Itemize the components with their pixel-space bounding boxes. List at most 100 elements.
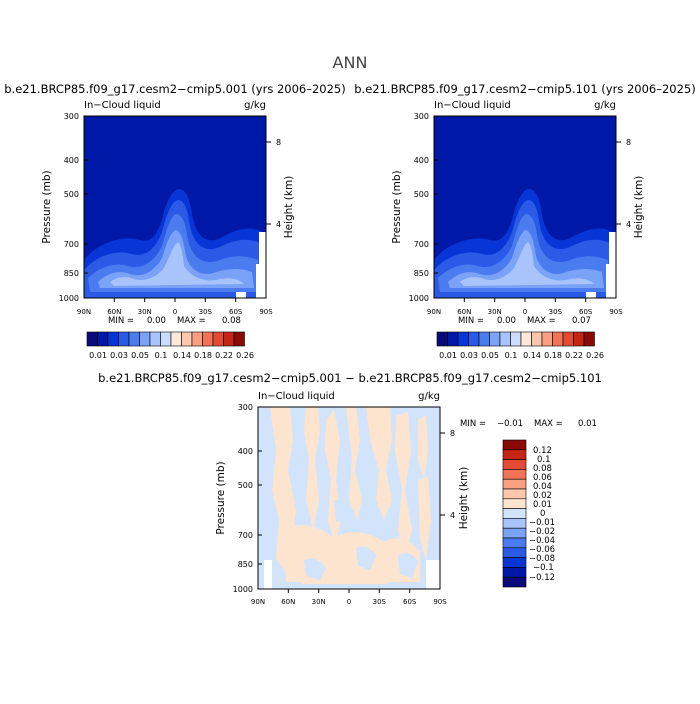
- panel-2-xtick: 60S: [579, 308, 593, 316]
- panel-1-colorbar-swatch: [107, 331, 119, 347]
- panel-2-ytick: 400: [414, 156, 429, 165]
- diff-panel-xtick: 90N: [251, 598, 265, 606]
- panel-1-colorbar-label: 0.01: [89, 351, 107, 360]
- diff-panel-ytick: 400: [238, 447, 253, 456]
- panel-2-title: b.e21.BRCP85.f09_g17.cesm2−cmip5.101 (yr…: [354, 82, 695, 96]
- panel-1-colorbar-swatch: [212, 331, 224, 347]
- panel-2-min-label: MIN =: [458, 316, 484, 326]
- panel-1: b.e21.BRCP85.f09_g17.cesm2−cmip5.001 (yr…: [4, 82, 345, 360]
- panel-2-colorbar-swatch: [562, 331, 574, 347]
- panel-2-units-label: g/kg: [594, 100, 616, 111]
- panel-2-y2label: Height (km): [633, 176, 645, 239]
- panel-2-colorbar-swatch: [573, 331, 585, 347]
- diff-panel-colorbar-label: −0.08: [529, 554, 555, 564]
- panel-1-colorbar-swatch: [170, 331, 182, 347]
- diff-panel-colorbar-swatch: [502, 449, 527, 460]
- diff-panel-colorbar-label: 0.01: [533, 500, 552, 510]
- diff-panel-colorbar-swatch: [502, 508, 527, 519]
- diff-panel-xtick: 60S: [403, 598, 417, 606]
- panel-2-colorbar-label: 0.01: [439, 351, 457, 360]
- diff-panel-ylabel: Pressure (mb): [215, 461, 227, 534]
- panel-1-ytick: 500: [64, 190, 79, 199]
- panel-1-y2tick: 8: [276, 138, 281, 147]
- diff-panel-colorbar-swatch: [502, 576, 527, 588]
- panel-2-max-label: MAX =: [527, 316, 556, 326]
- panel-2-colorbar-label: 0.22: [565, 351, 583, 360]
- panel-2-colorbar-label: 0.14: [523, 351, 541, 360]
- panel-2-colorbar: [436, 331, 595, 347]
- panel-1-colorbar-swatch: [191, 331, 203, 347]
- diff-panel-colorbar-label: 0.12: [533, 446, 552, 456]
- panel-1-colorbar-label: 0.14: [173, 351, 191, 360]
- panel-1-ytick: 300: [64, 112, 79, 121]
- panel-1-ytick: 700: [64, 240, 79, 249]
- panel-1-colorbar-label: 0.26: [236, 351, 254, 360]
- panel-1-colorbar-swatch: [86, 331, 98, 347]
- diff-panel-colorbar-swatch: [502, 439, 527, 451]
- panel-1-max-value: 0.08: [222, 316, 241, 326]
- diff-panel-xtick: 90S: [433, 598, 447, 606]
- panel-1-colorbar-swatch: [128, 331, 140, 347]
- panel-1-xtick: 60N: [107, 308, 121, 316]
- panel-2-colorbar-swatch: [531, 331, 543, 347]
- diff-panel-min-value: −0.01: [497, 419, 523, 429]
- panel-2-ytick: 700: [414, 240, 429, 249]
- diff-panel-colorbar-label: −0.01: [529, 518, 555, 528]
- panel-2-xtick: 90S: [609, 308, 623, 316]
- panel-2-colorbar-label: 0.18: [544, 351, 562, 360]
- diff-panel-ytick: 500: [238, 481, 253, 490]
- panel-1-xtick: 90N: [77, 308, 91, 316]
- diff-panel-colorbar-label: 0.04: [533, 482, 552, 492]
- panel-2-min-value: 0.00: [497, 316, 516, 326]
- panel-1-colorbar: [86, 331, 245, 347]
- panel-2-variable-label: In−Cloud liquid: [434, 100, 511, 111]
- diff-panel-colorbar-swatch: [502, 567, 527, 578]
- panel-1-colorbar-label: 0.1: [155, 351, 168, 360]
- panel-2-colorbar-label: 0.1: [505, 351, 518, 360]
- panel-1-y2tick: 4: [276, 220, 281, 229]
- diff-panel-ytick: 700: [238, 531, 253, 540]
- diff-panel-colorbar-label: 0.08: [533, 464, 552, 474]
- panel-2-ytick: 850: [414, 269, 429, 278]
- panel-1-max-label: MAX =: [177, 316, 206, 326]
- panel-2-y2tick: 4: [626, 220, 631, 229]
- diff-panel-ytick: 300: [238, 403, 253, 412]
- panel-1-xtick: 0: [173, 308, 177, 316]
- panel-1-colorbar-swatch: [202, 331, 214, 347]
- panel-2-colorbar-swatch: [583, 331, 595, 347]
- panel-1-colorbar-swatch: [181, 331, 193, 347]
- panel-1-colorbar-swatch: [149, 331, 161, 347]
- diff-panel-colorbar-label: −0.06: [529, 545, 555, 555]
- diff-panel-colorbar-swatch: [502, 557, 527, 568]
- panel-1-ytick: 850: [64, 269, 79, 278]
- diff-panel-colorbar-swatch: [502, 537, 527, 549]
- panel-2-colorbar-label: 0.03: [460, 351, 478, 360]
- diff-panel-colorbar-swatch: [502, 488, 527, 500]
- panel-2-colorbar-swatch: [499, 331, 511, 347]
- panel-2-colorbar-swatch: [478, 331, 490, 347]
- diff-panel-colorbar-label: −0.1: [533, 563, 554, 573]
- panel-1-colorbar-label: 0.22: [215, 351, 233, 360]
- diff-panel-heatmap: [258, 407, 440, 589]
- panel-2-ylabel: Pressure (mb): [391, 170, 403, 243]
- panel-2: b.e21.BRCP85.f09_g17.cesm2−cmip5.101 (yr…: [354, 82, 695, 360]
- panel-1-colorbar-swatch: [160, 331, 172, 347]
- panel-2-colorbar-swatch: [489, 331, 501, 347]
- panel-1-ytick: 1000: [59, 294, 79, 303]
- panel-1-min-value: 0.00: [147, 316, 166, 326]
- panel-2-colorbar-swatch: [468, 331, 480, 347]
- panel-2-colorbar-swatch: [436, 331, 448, 347]
- panel-1-ytick: 400: [64, 156, 79, 165]
- panel-1-colorbar-label: 0.03: [110, 351, 128, 360]
- panel-2-colorbar-label: 0.26: [586, 351, 604, 360]
- diff-panel-colorbar-swatch: [502, 518, 527, 529]
- panel-1-ylabel: Pressure (mb): [41, 170, 53, 243]
- diff-panel-y2tick: 4: [450, 511, 455, 520]
- diff-panel-colorbar-swatch: [502, 469, 527, 480]
- panel-2-colorbar-swatch: [541, 331, 553, 347]
- panel-2-colorbar-label: 0.05: [481, 351, 499, 360]
- diff-panel-colorbar-label: −0.12: [529, 573, 555, 583]
- panel-1-min-label: MIN =: [108, 316, 134, 326]
- panel-2-xtick: 0: [523, 308, 527, 316]
